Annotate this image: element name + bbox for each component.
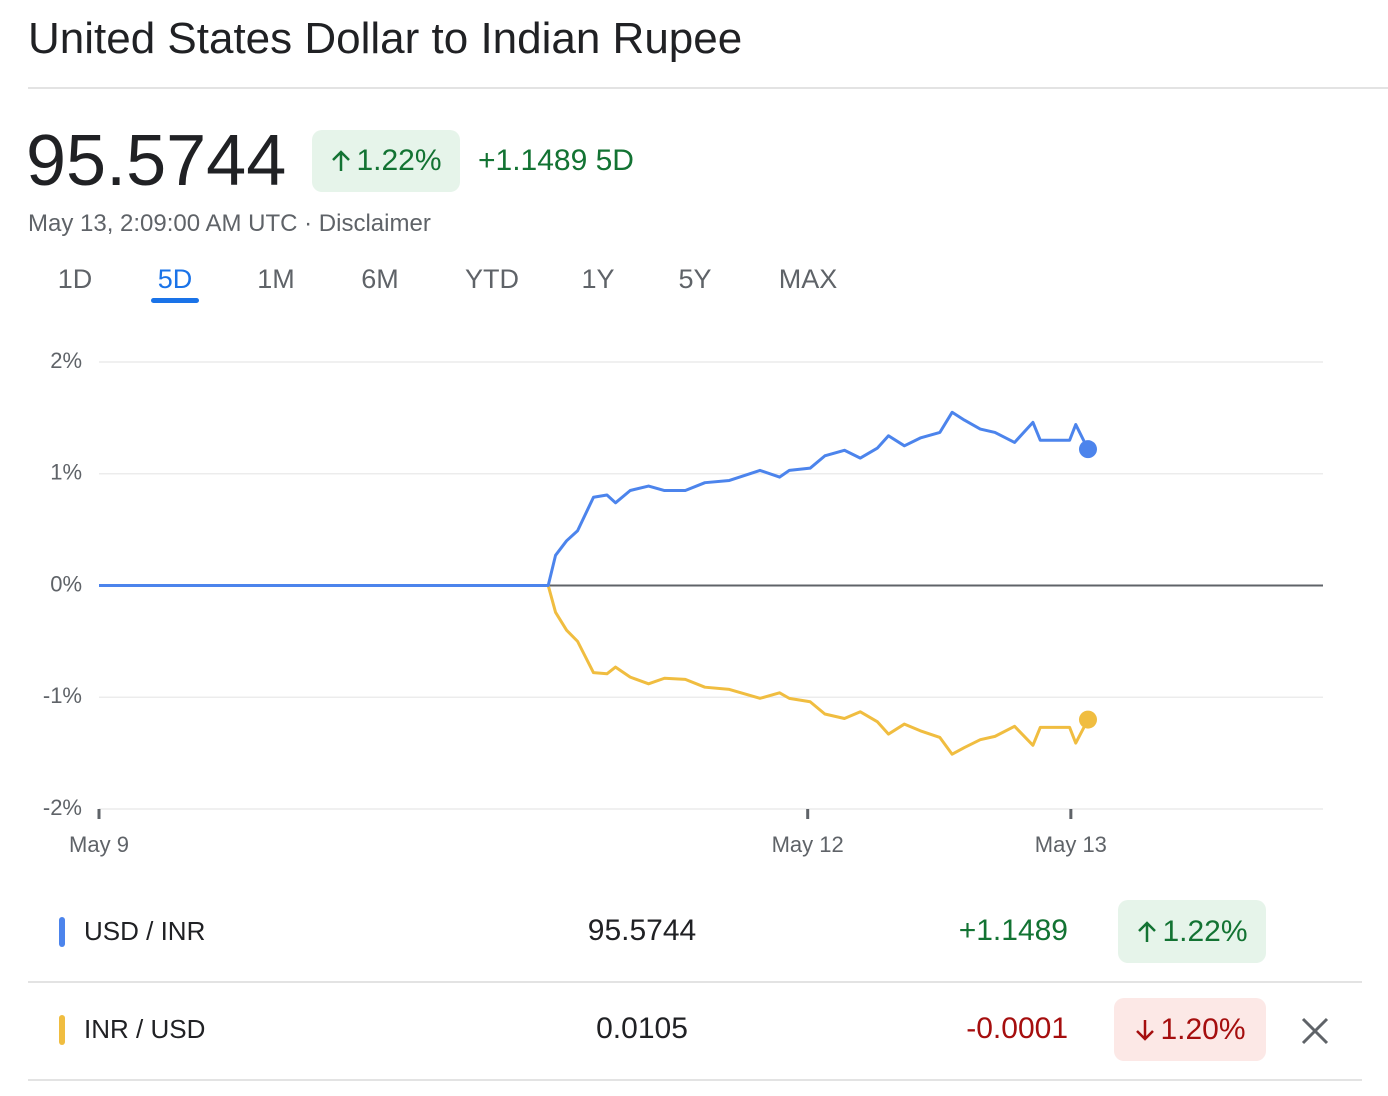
remove-button[interactable]: [1300, 1016, 1330, 1046]
range-tab[interactable]: 1D: [57, 264, 93, 294]
x-tick-label: May 9: [69, 832, 129, 857]
percent: 1.20%: [1160, 1012, 1246, 1046]
price: 95.5744: [26, 121, 287, 201]
pair-change: +1.1489: [958, 914, 1068, 947]
pair-change: -0.0001: [966, 1012, 1068, 1045]
percent: 1.22%: [356, 144, 442, 177]
y-tick-label: -1%: [43, 683, 82, 708]
x-tick-label: May 13: [1035, 832, 1107, 857]
active-tab-underline: [151, 298, 199, 303]
range-tab[interactable]: 5Y: [678, 264, 712, 294]
chart: 2% 1% 0% -1% -2% May 9 May 12 May 13: [43, 348, 1323, 857]
end-dot: [1078, 440, 1097, 459]
timestamp: May 13, 2:09:00 AM UTC: [28, 210, 298, 237]
page-title: United States Dollar to Indian Rupee: [28, 14, 743, 63]
arrow-up-icon: [1138, 920, 1157, 942]
series-line: [99, 584, 1090, 756]
arrow-down-icon: [1136, 1019, 1155, 1041]
range-tab[interactable]: 1Y: [581, 264, 615, 294]
timestamp-line: May 13, 2:09:00 AM UTC · Disclaimer: [28, 210, 431, 238]
separator: ·: [304, 210, 313, 237]
divider: [28, 1079, 1362, 1081]
x-tick-label: May 12: [772, 832, 844, 857]
range-tab[interactable]: 5D: [157, 264, 193, 294]
change: +1.1489 5D: [478, 144, 634, 177]
disclaimer-link[interactable]: Disclaimer: [318, 210, 431, 237]
pair-name: INR / USD: [84, 1014, 206, 1044]
range-tab[interactable]: YTD: [465, 264, 519, 294]
pair-name: USD / INR: [84, 916, 206, 946]
series-line: [99, 410, 1090, 587]
percent-badge: 1.22%: [312, 130, 460, 192]
percent: 1.22%: [1162, 914, 1248, 948]
range-tab[interactable]: 6M: [361, 264, 399, 294]
percent-badge: 1.20%: [1114, 998, 1266, 1061]
series-color-bar: [59, 917, 65, 947]
series-color-bar: [59, 1015, 65, 1045]
arrow-up-icon: [332, 150, 351, 171]
y-tick-label: 2%: [50, 348, 82, 373]
divider: [28, 87, 1388, 89]
range-tab[interactable]: 1M: [257, 264, 295, 294]
y-tick-label: -2%: [43, 795, 82, 820]
divider: [28, 981, 1362, 983]
pair-price: 95.5744: [587, 914, 697, 947]
y-tick-label: 0%: [50, 571, 82, 596]
y-tick-label: 1%: [50, 460, 82, 485]
end-dot: [1078, 710, 1097, 729]
percent-badge: 1.22%: [1118, 900, 1266, 963]
range-tab[interactable]: MAX: [778, 264, 838, 294]
pair-price: 0.0105: [596, 1012, 688, 1045]
